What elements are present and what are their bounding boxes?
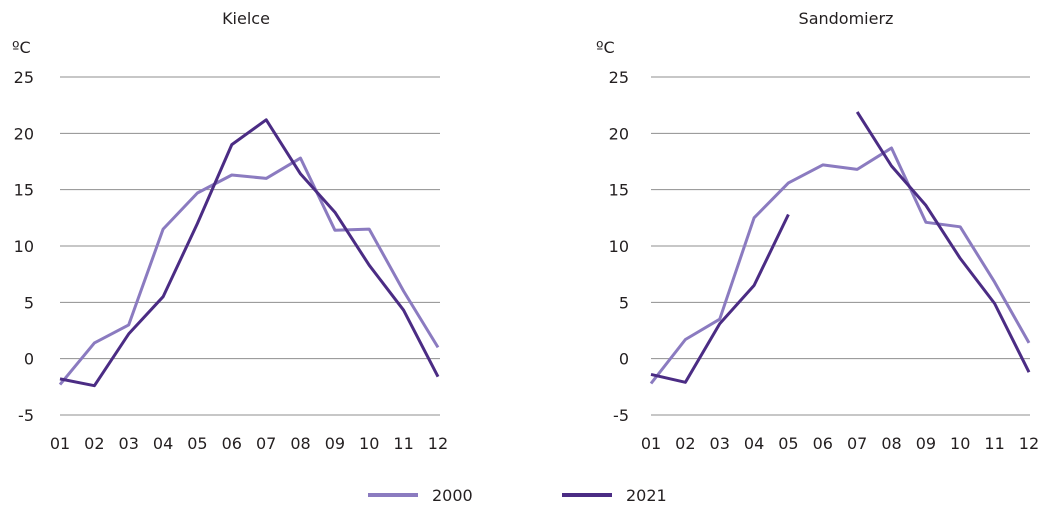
x-tick-label-0-9: 10: [359, 434, 379, 453]
x-tick-label-0-0: 01: [50, 434, 70, 453]
y-tick-label-1-4: 5: [619, 293, 629, 312]
x-tick-label-0-2: 03: [119, 434, 139, 453]
x-tick-label-1-11: 12: [1019, 434, 1039, 453]
x-tick-label-0-5: 06: [222, 434, 242, 453]
x-tick-label-0-3: 04: [153, 434, 173, 453]
x-tick-label-0-1: 02: [84, 434, 104, 453]
x-tick-label-0-10: 11: [393, 434, 413, 453]
y-tick-label-1-1: 20: [609, 124, 629, 143]
series-line-2021-0-0: [59, 118, 440, 388]
x-tick-label-0-7: 08: [290, 434, 310, 453]
y-tick-label-1-0: 25: [609, 68, 629, 87]
y-tick-label-1-6: -5: [613, 406, 629, 425]
series-line-2021-1-1: [855, 111, 1031, 373]
x-tick-label-1-4: 05: [778, 434, 798, 453]
y-axis-unit-1: ºC: [596, 38, 615, 57]
series-line-2021-1-0: [650, 213, 790, 384]
x-tick-label-1-10: 11: [984, 434, 1004, 453]
x-tick-label-1-6: 07: [847, 434, 867, 453]
x-tick-label-0-4: 05: [187, 434, 207, 453]
series-line-2000-0-0: [58, 156, 440, 386]
x-tick-label-1-3: 04: [744, 434, 764, 453]
y-tick-label-1-5: 0: [619, 350, 629, 369]
legend-label-2000: 2000: [432, 486, 473, 505]
x-tick-label-1-9: 10: [950, 434, 970, 453]
y-tick-label-0-5: 0: [24, 350, 34, 369]
y-tick-label-1-3: 10: [609, 237, 629, 256]
x-tick-label-0-6: 07: [256, 434, 276, 453]
x-tick-label-1-8: 09: [916, 434, 936, 453]
y-tick-label-0-2: 15: [14, 181, 34, 200]
y-tick-label-1-2: 15: [609, 181, 629, 200]
y-tick-label-0-1: 20: [14, 124, 34, 143]
x-tick-label-1-0: 01: [641, 434, 661, 453]
y-tick-label-0-4: 5: [24, 293, 34, 312]
x-tick-label-1-5: 06: [813, 434, 833, 453]
chart-title-1: Sandomierz: [799, 9, 894, 28]
x-tick-label-0-11: 12: [428, 434, 448, 453]
legend-label-2021: 2021: [626, 486, 667, 505]
y-axis-unit-0: ºC: [12, 38, 31, 57]
y-tick-label-0-6: -5: [18, 406, 34, 425]
y-tick-label-0-3: 10: [14, 237, 34, 256]
x-tick-label-0-8: 09: [325, 434, 345, 453]
x-tick-label-1-7: 08: [881, 434, 901, 453]
y-tick-label-0-0: 25: [14, 68, 34, 87]
x-tick-label-1-2: 03: [710, 434, 730, 453]
series-line-2000-1-0: [649, 146, 1031, 385]
x-tick-label-1-1: 02: [675, 434, 695, 453]
chart-title-0: Kielce: [222, 9, 270, 28]
